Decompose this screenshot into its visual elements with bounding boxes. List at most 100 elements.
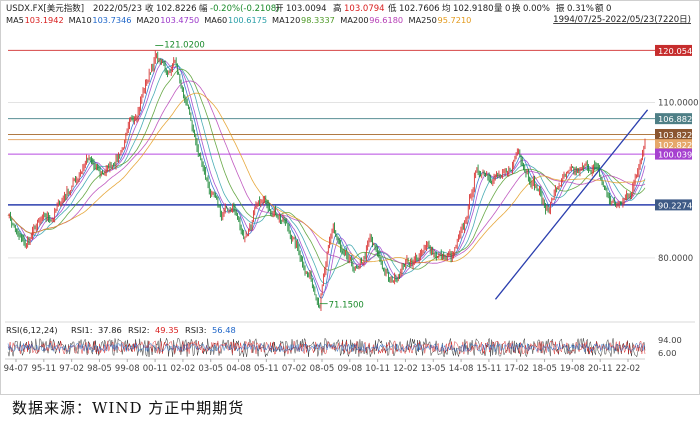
x-tick-label: 17-02 xyxy=(504,364,529,374)
x-tick-label: 18-05 xyxy=(532,364,557,374)
level-label: 100.039 xyxy=(658,150,692,160)
level-label-box xyxy=(655,139,692,151)
horizontal-levels xyxy=(8,49,655,206)
rsi-legend-name: RSI(6,12,24) xyxy=(6,325,58,335)
price-series xyxy=(8,50,646,311)
y-tick-label: 110.0000 xyxy=(658,99,699,109)
ma-line xyxy=(7,80,646,265)
ma-legend-name: MA120 xyxy=(272,15,300,25)
x-tick-label: 19-08 xyxy=(560,364,585,374)
level-label: 120.054 xyxy=(658,46,692,56)
chart-header: USDX.FX[美元指数] 2022/05/23 收 102.8226 幅 -0.20%(… xyxy=(6,3,611,14)
ma-legend-name: MA20 xyxy=(136,15,159,25)
x-tick-label: 09-08 xyxy=(337,364,362,374)
level-label-box xyxy=(655,113,692,125)
x-tick-label: 99-08 xyxy=(115,364,140,374)
annotation-label: 121.0200 xyxy=(164,40,205,50)
ma-legend-value: 103.7346 xyxy=(92,15,131,25)
x-tick-label: 00-11 xyxy=(143,364,168,374)
header-volume-label: 量 xyxy=(494,4,503,14)
x-tick-label: 05-11 xyxy=(254,364,279,374)
ma-line xyxy=(7,60,646,293)
level-label: 106.882 xyxy=(658,114,692,124)
moving-average-lines xyxy=(7,58,646,299)
x-tick-label: 13-05 xyxy=(421,364,446,374)
rsi-legend-value: 49.35 xyxy=(155,325,179,335)
ma-line xyxy=(7,58,646,299)
annotation-label: 71.1500 xyxy=(329,301,364,311)
ma-line xyxy=(7,68,646,271)
x-tick-label: 98-05 xyxy=(87,364,112,374)
ma-legend-value: 103.4750 xyxy=(160,15,199,25)
rsi-tick-label: 6.00 xyxy=(658,348,676,358)
ma-legend-name: MA5 xyxy=(6,15,24,25)
x-axis-ticks: 94-07 95-11 97-02 98-05 99-08 00-11 02-02 03-05… xyxy=(4,359,641,374)
ma-legend-value: 98.3337 xyxy=(301,15,335,25)
header-high: 103.0794 xyxy=(344,4,385,14)
level-label-box xyxy=(655,128,692,140)
x-tick-label: 03-05 xyxy=(198,364,223,374)
header-amplitude-label: 振 xyxy=(556,3,565,14)
x-tick-label: 07-02 xyxy=(282,364,307,374)
rsi-series xyxy=(7,337,646,358)
level-label: 102.8226 xyxy=(658,140,698,150)
header-amplitude: 0.31% xyxy=(567,4,594,14)
x-tick-label: 08-05 xyxy=(310,364,335,374)
rsi-line xyxy=(7,342,646,353)
rsi-tick-label: 94.00 xyxy=(658,335,682,345)
ma-legend-name: MA10 xyxy=(69,15,92,25)
y-ticks: 110.0000 80.0000 xyxy=(8,99,699,264)
trendline xyxy=(494,109,649,300)
header-close-label: 收 xyxy=(145,3,154,14)
header-symbol: USDX.FX[美元指数] xyxy=(6,3,84,14)
x-tick-label: 20-11 xyxy=(588,364,613,374)
rsi-legend-value: 56.48 xyxy=(212,325,236,335)
rsi-legend-value: 37.86 xyxy=(98,325,122,335)
level-label: 90.2274 xyxy=(658,200,692,210)
x-tick-label: 97-02 xyxy=(59,364,84,374)
level-label-box xyxy=(655,44,692,56)
rsi-ticks: 94.00 6.00 xyxy=(658,335,682,358)
ma-legend-name: MA200 xyxy=(340,15,368,25)
x-tick-label: 22-02 xyxy=(616,364,641,374)
header-amount-label: 额 xyxy=(595,3,604,14)
header-turnover-label: 换 xyxy=(512,3,521,14)
rsi-legend-name: RSI2: xyxy=(128,325,150,335)
x-tick-label: 95-11 xyxy=(31,364,56,374)
header-avg: 102.9180 xyxy=(453,4,494,14)
rsi-line xyxy=(7,340,646,355)
header-open: 103.0094 xyxy=(286,4,327,14)
chart-frame xyxy=(0,0,700,395)
ma-legend: MA5 103.1942 MA10 103.7346 MA20 103.4750 MA60 1… xyxy=(6,15,471,25)
ma-legend-name: MA60 xyxy=(204,15,227,25)
header-amount: 0 xyxy=(606,4,611,14)
date-range-label: 1994/07/25-2022/05/23(7220日) xyxy=(553,15,691,25)
x-tick-label: 04-08 xyxy=(226,364,251,374)
annotations: 121.0200 71.1500 xyxy=(155,40,364,311)
header-high-label: 高 xyxy=(333,3,342,14)
x-tick-label: 10-11 xyxy=(365,364,390,374)
header-low: 102.7606 xyxy=(399,4,440,14)
rsi-legend-name: RSI3: xyxy=(185,325,207,335)
level-label-box xyxy=(655,148,692,160)
header-low-label: 低 xyxy=(388,3,397,14)
ma-line xyxy=(7,92,646,264)
x-tick-label: 12-02 xyxy=(393,364,418,374)
header-turnover: 0.00% xyxy=(523,4,550,14)
ma-legend-value: 95.7210 xyxy=(438,15,472,25)
trendline-segment xyxy=(494,109,649,300)
level-label-box xyxy=(655,199,692,211)
ma-legend-value: 100.6175 xyxy=(228,15,267,25)
rsi-line xyxy=(7,337,646,358)
rsi-legend: RSI(6,12,24) RSI1: 37.86 RSI2: 49.35 RSI3: 56.… xyxy=(6,325,236,335)
y-tick-label: 80.0000 xyxy=(658,254,693,264)
header-avg-label: 均 xyxy=(442,3,451,14)
x-tick-label: 15-11 xyxy=(477,364,502,374)
source-note: 数据来源：WIND 方正中期期货 xyxy=(12,399,245,417)
usdx-chart: USDX.FX[美元指数] 2022/05/23 收 102.8226 幅 -0.20%(… xyxy=(0,0,700,395)
x-tick-label: 94-07 xyxy=(4,364,29,374)
level-label: 103.822 xyxy=(658,130,692,140)
ma-legend-value: 103.1942 xyxy=(25,15,64,25)
